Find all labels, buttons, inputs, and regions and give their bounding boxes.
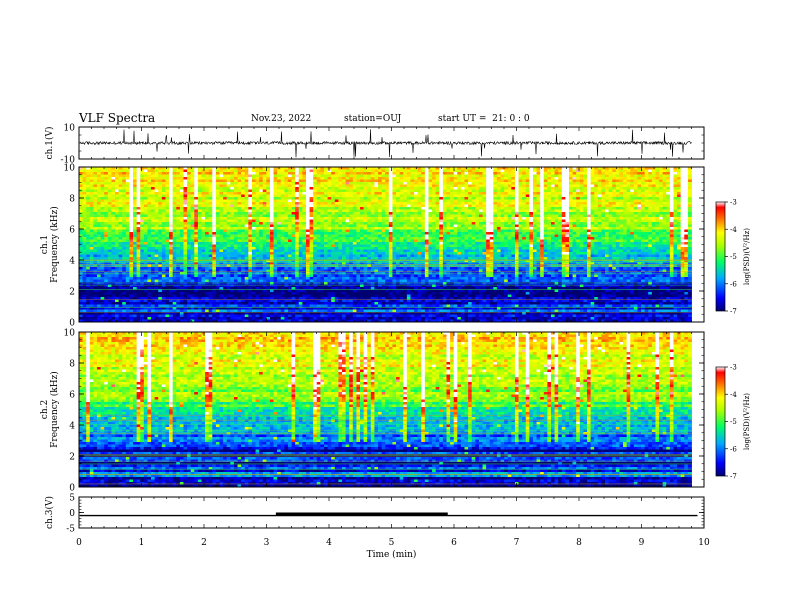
- ch1-spectrogram-cells: [79, 167, 692, 323]
- y-tick-label: 6: [69, 391, 75, 401]
- colorbar-tick-label: -5: [730, 253, 737, 261]
- station-label: station=OUJ: [344, 114, 401, 124]
- y-tick-label: 8: [69, 195, 75, 205]
- colorbar-label: log(PSD)(V²/Hz): [743, 228, 751, 285]
- y-axis-label: ch.1: [40, 235, 50, 254]
- y-tick-label: 0: [69, 319, 75, 329]
- y-tick-label: 2: [69, 453, 75, 463]
- y-tick-label: 4: [69, 422, 75, 432]
- colorbar-tick-label: -6: [730, 280, 737, 288]
- y-tick-label: 2: [69, 288, 75, 298]
- colorbar-1: [715, 201, 726, 312]
- colorbar-tick-label: -7: [730, 473, 737, 481]
- colorbar-tick-label: -4: [730, 391, 737, 399]
- ch1-waveform-line: [79, 129, 692, 158]
- y-axis-label: Frequency (kHz): [49, 371, 60, 448]
- chart-title: VLF Spectra: [79, 111, 155, 125]
- colorbar-tick-label: -7: [730, 308, 737, 316]
- date-label: Nov.23, 2022: [251, 114, 311, 124]
- start-time-label: start UT = 21: 0 : 0: [438, 114, 530, 124]
- colorbar-label: log(PSD)(V²/Hz): [743, 393, 751, 450]
- x-tick-label: 5: [389, 538, 395, 548]
- y-tick-label: 0: [69, 509, 75, 519]
- colorbar-2: [715, 366, 726, 477]
- y-tick-label: 10: [64, 329, 76, 339]
- y-tick-label: 6: [69, 226, 75, 236]
- y-tick-label: -5: [66, 525, 75, 535]
- y-tick-label: 4: [69, 257, 75, 267]
- y-tick-label: 0: [69, 484, 75, 494]
- y-tick-label: 10: [64, 164, 76, 174]
- colorbar-tick-label: -6: [730, 445, 737, 453]
- x-tick-label: 0: [76, 538, 82, 548]
- y-tick-label: 8: [69, 360, 75, 370]
- y-tick-label: -10: [61, 156, 76, 166]
- colorbar-tick-label: -4: [730, 226, 737, 234]
- colorbar-tick-label: -3: [730, 199, 737, 207]
- y-tick-label: 10: [64, 124, 76, 134]
- x-tick-label: 10: [698, 538, 710, 548]
- colorbar-tick-label: -5: [730, 418, 737, 426]
- x-tick-label: 1: [139, 538, 145, 548]
- y-tick-label: 5: [69, 494, 75, 504]
- y-axis-label: ch.3(V): [44, 496, 55, 529]
- x-tick-label: 9: [639, 538, 645, 548]
- y-axis-label: ch.1(V): [44, 127, 55, 160]
- colorbar-tick-label: -3: [730, 364, 737, 372]
- x-axis-label: Time (min): [367, 549, 417, 560]
- x-tick-label: 3: [264, 538, 270, 548]
- x-tick-label: 6: [451, 538, 457, 548]
- x-tick-label: 2: [201, 538, 207, 548]
- x-tick-label: 4: [326, 538, 332, 548]
- y-axis-label: ch.2: [40, 400, 50, 419]
- x-tick-label: 8: [576, 538, 582, 548]
- x-tick-label: 7: [514, 538, 520, 548]
- y-axis-label: Frequency (kHz): [49, 206, 60, 283]
